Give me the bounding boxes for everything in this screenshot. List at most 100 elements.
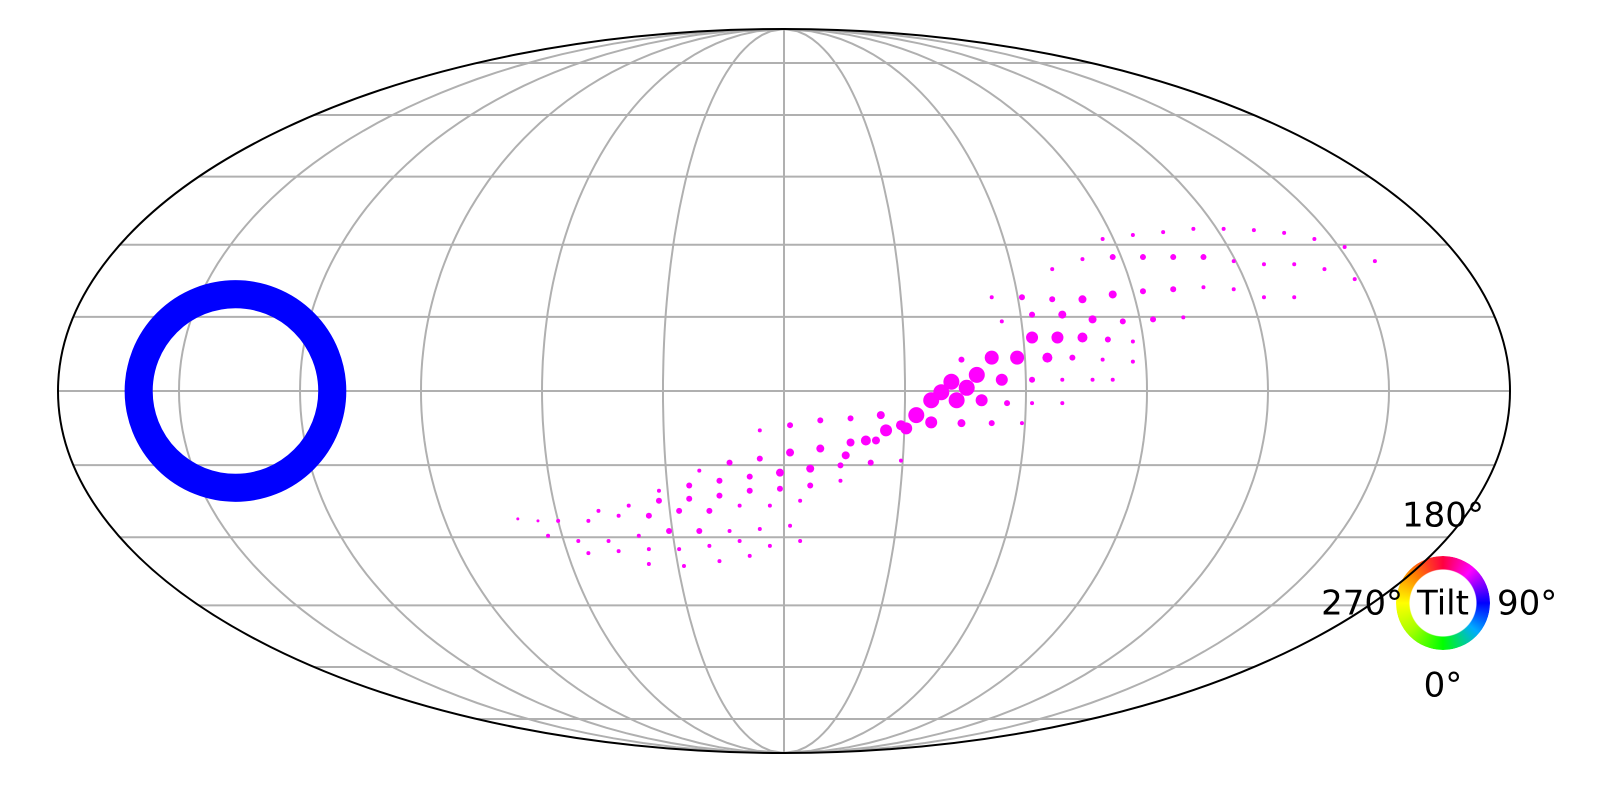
point (1080, 257, 1085, 262)
point (876, 411, 885, 420)
point (1221, 226, 1226, 231)
colorwheel (1396, 556, 1490, 650)
point (1026, 331, 1039, 344)
point (546, 533, 551, 538)
colorwheel-title: Tilt (1416, 584, 1469, 624)
point (1292, 262, 1297, 267)
point (1161, 230, 1166, 235)
point (1261, 295, 1266, 300)
point (1110, 377, 1115, 382)
colorwheel-label: 270° (1321, 584, 1403, 624)
point (1231, 287, 1236, 292)
graticule (58, 29, 1510, 753)
point (1191, 226, 1196, 231)
point (948, 392, 965, 409)
point (847, 415, 854, 422)
point (576, 539, 581, 544)
point (1078, 295, 1087, 304)
point (1352, 277, 1357, 282)
point (1130, 339, 1135, 344)
point (737, 503, 742, 508)
point (697, 468, 702, 473)
point (1108, 290, 1117, 299)
point (767, 543, 772, 548)
point (787, 422, 794, 429)
point (1100, 357, 1105, 362)
point (1060, 377, 1065, 382)
point (984, 350, 999, 365)
point (616, 513, 621, 518)
point (737, 539, 742, 544)
point (1051, 331, 1064, 344)
point (516, 517, 520, 521)
point (880, 424, 893, 437)
colorwheel-labels: Tilt 0° 90° 180° 270° (1321, 496, 1557, 706)
point (726, 459, 733, 466)
point (1181, 315, 1186, 320)
point (656, 488, 661, 493)
point (616, 549, 621, 554)
point (747, 553, 752, 558)
point (1322, 267, 1327, 272)
point (838, 478, 843, 483)
point (666, 527, 673, 534)
point (1109, 254, 1116, 261)
point (626, 503, 631, 508)
point (767, 503, 772, 508)
point (1251, 228, 1256, 233)
point (988, 420, 995, 427)
point (655, 497, 662, 504)
point (1170, 254, 1177, 261)
point (556, 518, 561, 523)
point (975, 394, 988, 407)
point (908, 407, 925, 424)
point (686, 495, 693, 502)
point (596, 508, 601, 513)
point (1088, 315, 1097, 324)
point (586, 551, 591, 556)
point (957, 419, 966, 428)
point (716, 492, 723, 499)
point (1139, 254, 1146, 261)
point (817, 417, 824, 424)
point (1050, 267, 1055, 272)
point (1018, 294, 1025, 301)
colorwheel-label: 90° (1497, 584, 1557, 624)
point (841, 451, 850, 460)
point (586, 518, 591, 523)
point (871, 436, 880, 445)
point (776, 485, 783, 492)
point (1058, 310, 1067, 319)
point (1030, 401, 1035, 406)
point (1077, 332, 1088, 343)
point (1312, 236, 1317, 241)
point (860, 435, 871, 446)
point (757, 428, 762, 433)
point (846, 438, 855, 447)
point (1292, 295, 1297, 300)
point (1004, 400, 1011, 407)
colorwheel-label: 0° (1424, 666, 1463, 706)
point (707, 543, 712, 548)
point (1090, 377, 1095, 382)
point (798, 498, 803, 503)
point (1100, 236, 1105, 241)
plot-area (124, 226, 1377, 568)
point (958, 379, 975, 396)
point (1200, 254, 1207, 261)
point (636, 533, 641, 538)
point (900, 422, 913, 435)
ring-marker (124, 280, 347, 502)
point (1130, 359, 1135, 364)
point (807, 482, 814, 489)
point (1150, 316, 1157, 323)
colorwheel-label: 180° (1402, 496, 1484, 536)
point (1042, 352, 1053, 363)
point (1130, 232, 1135, 237)
point (646, 547, 651, 552)
point (867, 459, 874, 466)
point (686, 482, 693, 489)
